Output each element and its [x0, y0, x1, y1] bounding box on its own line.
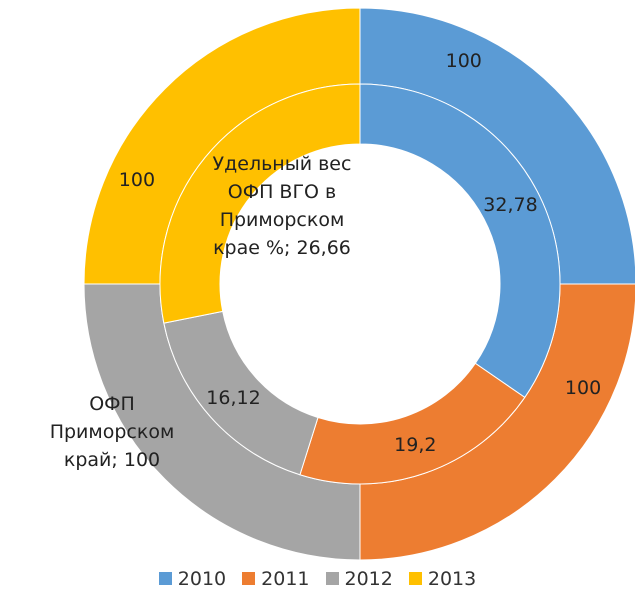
legend-item: 2010 [158, 568, 227, 590]
legend-label: 2010 [177, 568, 227, 590]
legend-label: 2011 [261, 568, 310, 590]
data-label: 100 [564, 376, 602, 399]
series-name: ОФП Приморском край [49, 393, 175, 471]
data-label: 32,78 [483, 193, 538, 216]
legend-label: 2012 [344, 568, 393, 590]
data-label: 19,2 [394, 433, 437, 456]
slice [359, 83, 561, 399]
legend-swatch [325, 572, 339, 585]
data-label: 100 [445, 49, 482, 72]
legend-swatch [242, 572, 256, 585]
series-name: Удельный вес ОФП ВГО в Приморском крае % [212, 153, 352, 259]
data-label: Удельный вес ОФП ВГО в Приморском крае %… [207, 150, 357, 262]
data-label: 100 [118, 169, 156, 192]
legend-item: 2013 [408, 568, 477, 590]
value: 100 [123, 449, 161, 471]
legend-label: 2013 [427, 568, 477, 590]
data-label: 16,12 [206, 386, 261, 409]
legend-swatch [158, 572, 172, 585]
slice [159, 83, 361, 324]
value: 26,66 [296, 237, 351, 259]
separator: ; [111, 449, 124, 471]
legend: 2010 2011 2012 2013 [0, 568, 635, 590]
legend-swatch [408, 572, 422, 585]
legend-item: 2011 [242, 568, 310, 590]
separator: ; [284, 237, 297, 259]
data-label: ОФП Приморском край; 100 [42, 390, 182, 474]
legend-item: 2012 [325, 568, 393, 590]
